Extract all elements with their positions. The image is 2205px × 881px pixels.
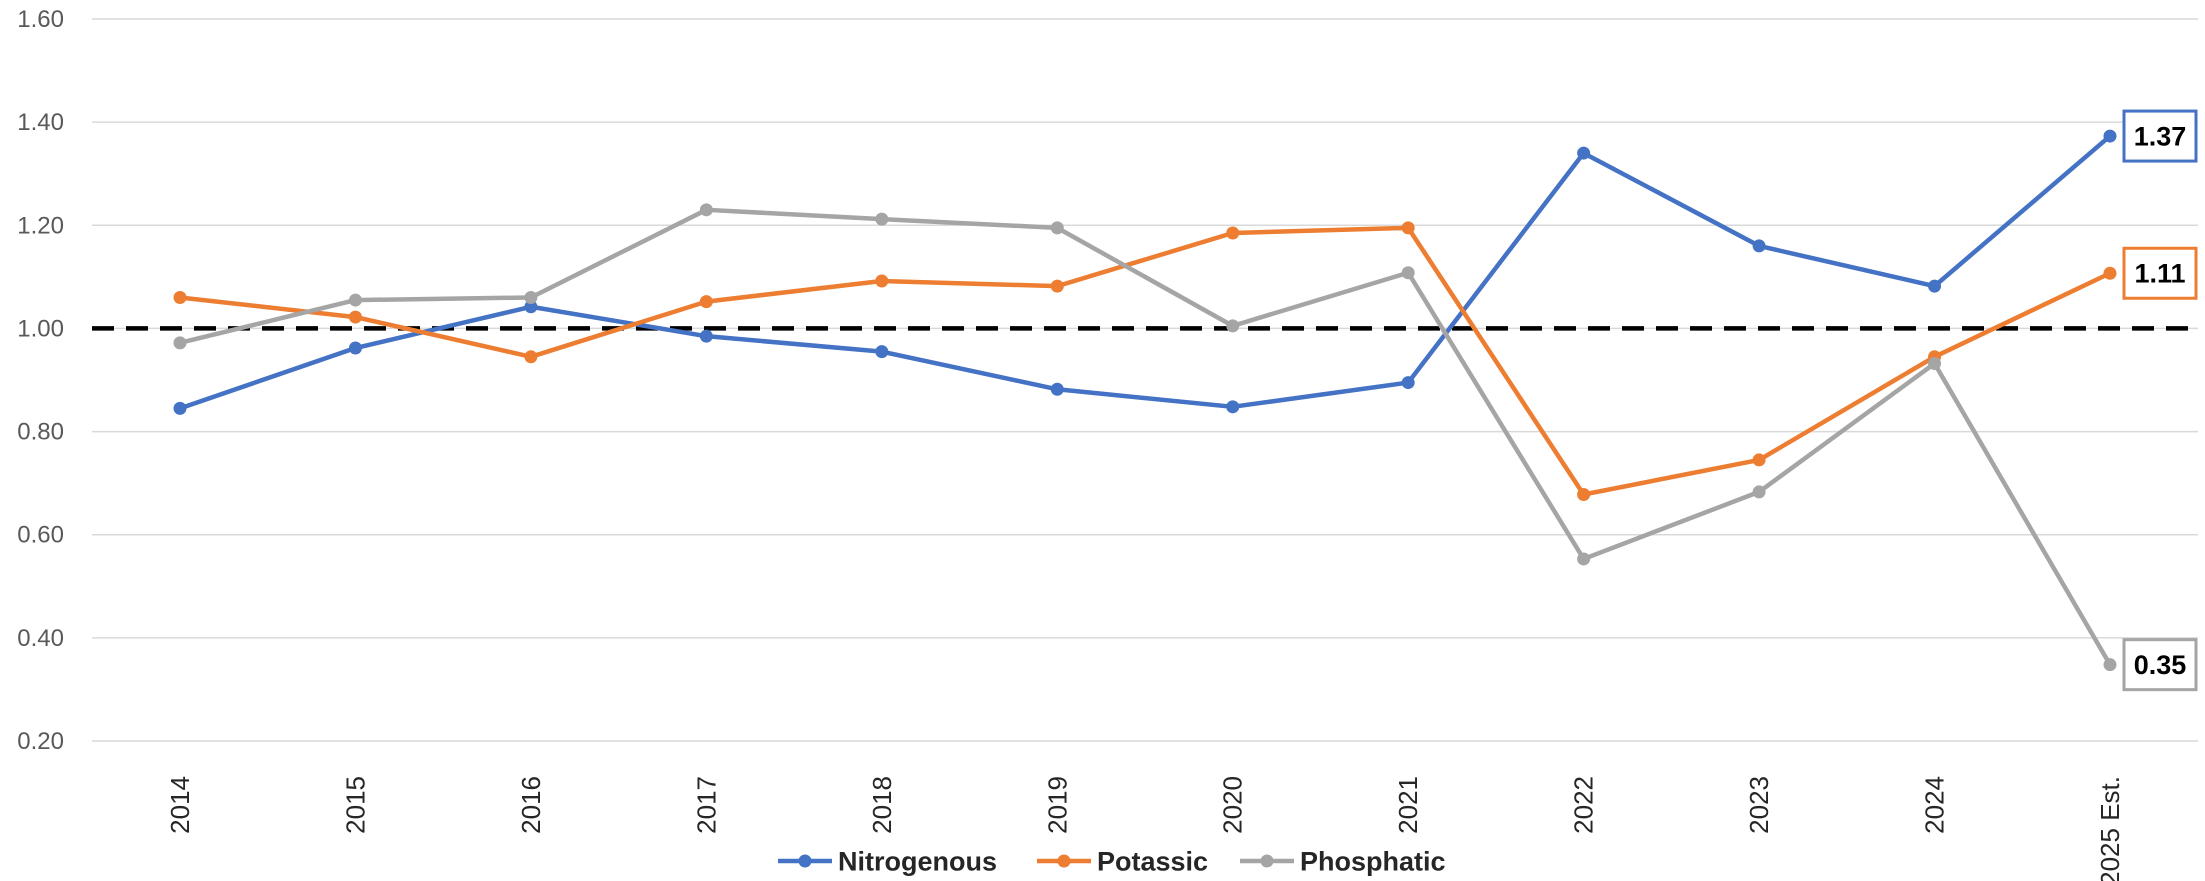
end-label-potassic: 1.11 — [2122, 246, 2198, 300]
legend-marker — [798, 854, 812, 868]
data-point — [1050, 279, 1064, 293]
data-point — [699, 295, 713, 309]
legend-label: Nitrogenous — [838, 847, 997, 877]
data-point — [2103, 658, 2117, 672]
legend-label: Potassic — [1097, 847, 1208, 877]
x-tick-label: 2022 — [1569, 776, 1599, 834]
data-point — [173, 290, 187, 304]
data-point — [699, 329, 713, 343]
data-point — [173, 401, 187, 415]
end-label-box — [2122, 109, 2198, 163]
data-point — [173, 336, 187, 350]
data-point — [1752, 485, 1766, 499]
data-point — [1226, 226, 1240, 240]
gridlines — [92, 18, 2198, 742]
data-point — [699, 203, 713, 217]
data-point — [1050, 221, 1064, 235]
data-point — [875, 274, 889, 288]
data-point — [1577, 487, 1591, 501]
x-tick-label: 2021 — [1393, 776, 1423, 834]
legend-item-nitrogenous: Nitrogenous — [778, 847, 997, 877]
legend-marker — [1057, 854, 1071, 868]
end-labels: 1.37 1.11 0.35 — [2122, 109, 2198, 692]
data-point — [1752, 453, 1766, 467]
y-tick-label: 1.20 — [17, 212, 64, 239]
y-tick-label: 0.80 — [17, 419, 64, 446]
data-point — [524, 300, 538, 314]
data-point — [2103, 266, 2117, 280]
y-tick-label: 1.40 — [17, 109, 64, 136]
series-line — [177, 133, 2113, 411]
data-point — [348, 341, 362, 355]
end-label-box — [2122, 638, 2198, 692]
end-label-text: 1.37 — [2134, 122, 2187, 152]
x-tick-label: 2023 — [1744, 776, 1774, 834]
end-label-text: 0.35 — [2134, 650, 2187, 680]
data-point — [1401, 266, 1415, 280]
y-tick-label: 0.20 — [17, 728, 64, 755]
x-tick-label: 2017 — [691, 776, 721, 834]
legend-item-phosphatic: Phosphatic — [1240, 847, 1446, 877]
legend-label: Phosphatic — [1300, 847, 1446, 877]
x-tick-label: 2015 — [340, 776, 370, 834]
x-tick-label: 2016 — [516, 776, 546, 834]
data-point — [348, 310, 362, 324]
end-label-nitrogenous: 1.37 — [2122, 109, 2198, 163]
data-point — [1577, 552, 1591, 566]
y-axis: 0.20 0.40 0.60 0.80 1.00 1.20 1.40 1.60 — [17, 6, 64, 755]
y-tick-label: 1.60 — [17, 6, 64, 33]
end-label-phosphatic: 0.35 — [2122, 638, 2198, 692]
x-tick-label: 2019 — [1042, 776, 1072, 834]
legend-marker — [1260, 854, 1274, 868]
series-line — [177, 225, 2113, 497]
y-tick-label: 0.40 — [17, 625, 64, 652]
x-tick-label: 2025 Est. — [2095, 776, 2125, 881]
data-point — [1050, 382, 1064, 396]
data-point — [1577, 146, 1591, 160]
x-axis: 2014 2015 2016 2017 2018 2019 2020 2021 2022 2023… — [165, 776, 2125, 881]
data-point — [1752, 239, 1766, 253]
data-point — [1401, 376, 1415, 390]
legend: Nitrogenous Potassic Phosphatic — [778, 847, 1446, 877]
data-point — [348, 293, 362, 307]
series-line — [177, 207, 2113, 667]
data-point — [1226, 400, 1240, 414]
series-group — [173, 129, 2117, 672]
x-tick-label: 2018 — [867, 776, 897, 834]
end-label-box — [2122, 246, 2198, 300]
x-tick-label: 2014 — [165, 776, 195, 834]
y-tick-label: 1.00 — [17, 315, 64, 342]
x-tick-label: 2024 — [1920, 776, 1950, 834]
series-nitrogenous — [173, 129, 2117, 415]
data-point — [875, 345, 889, 359]
data-point — [1928, 279, 1942, 293]
data-point — [1401, 221, 1415, 235]
data-point — [875, 212, 889, 226]
data-point — [524, 290, 538, 304]
legend-item-potassic: Potassic — [1037, 847, 1208, 877]
series-potassic — [173, 221, 2117, 501]
y-tick-label: 0.60 — [17, 522, 64, 549]
data-point — [524, 350, 538, 364]
series-phosphatic — [173, 203, 2117, 672]
data-point — [2103, 129, 2117, 143]
end-label-text: 1.11 — [2134, 259, 2185, 289]
x-tick-label: 2020 — [1218, 776, 1248, 834]
data-point — [1928, 356, 1942, 370]
data-point — [1226, 319, 1240, 333]
